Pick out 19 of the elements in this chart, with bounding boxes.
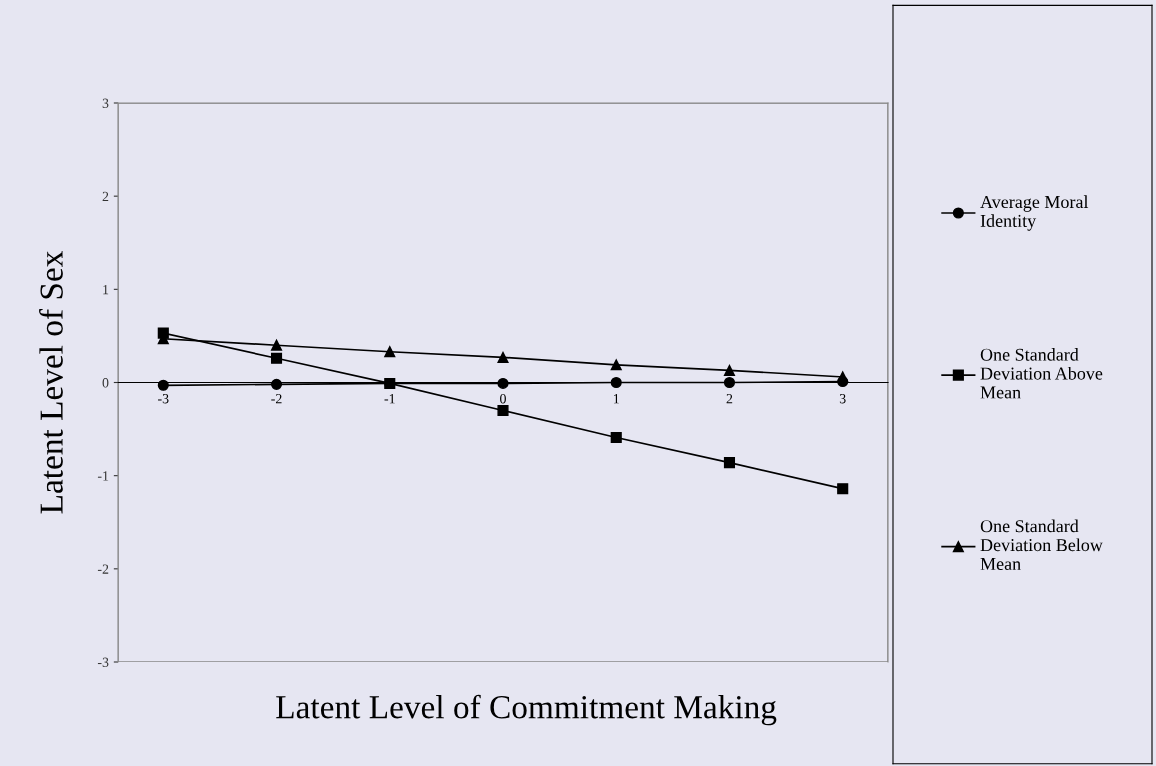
x-tick-label: 1 [613, 394, 619, 404]
y-tick-label: 2 [102, 191, 109, 201]
x-axis-title: Latent Level of Commitment Making [276, 694, 777, 726]
legend-label: One Standard Deviation Above Mean [980, 348, 1103, 399]
legend-label: One Standard Deviation Below Mean [980, 519, 1103, 571]
legend-label: Average Moral Identity [980, 195, 1089, 231]
x-tick-label: 2 [726, 394, 733, 404]
x-tick-label: -3 [158, 394, 169, 404]
x-tick-label: -2 [271, 394, 282, 404]
x-tick-label: 0 [500, 394, 506, 404]
y-tick-label: 1 [103, 284, 109, 295]
y-tick-label: -1 [97, 471, 109, 481]
x-tick-label: 3 [839, 394, 846, 404]
y-axis-title: Latent Level of Sex [39, 251, 63, 514]
x-tick-label: -1 [384, 394, 395, 404]
y-tick-label: -3 [97, 657, 109, 667]
y-tick-label: 0 [102, 378, 109, 388]
y-tick-label: 3 [102, 98, 109, 108]
y-tick-label: -2 [97, 564, 109, 574]
